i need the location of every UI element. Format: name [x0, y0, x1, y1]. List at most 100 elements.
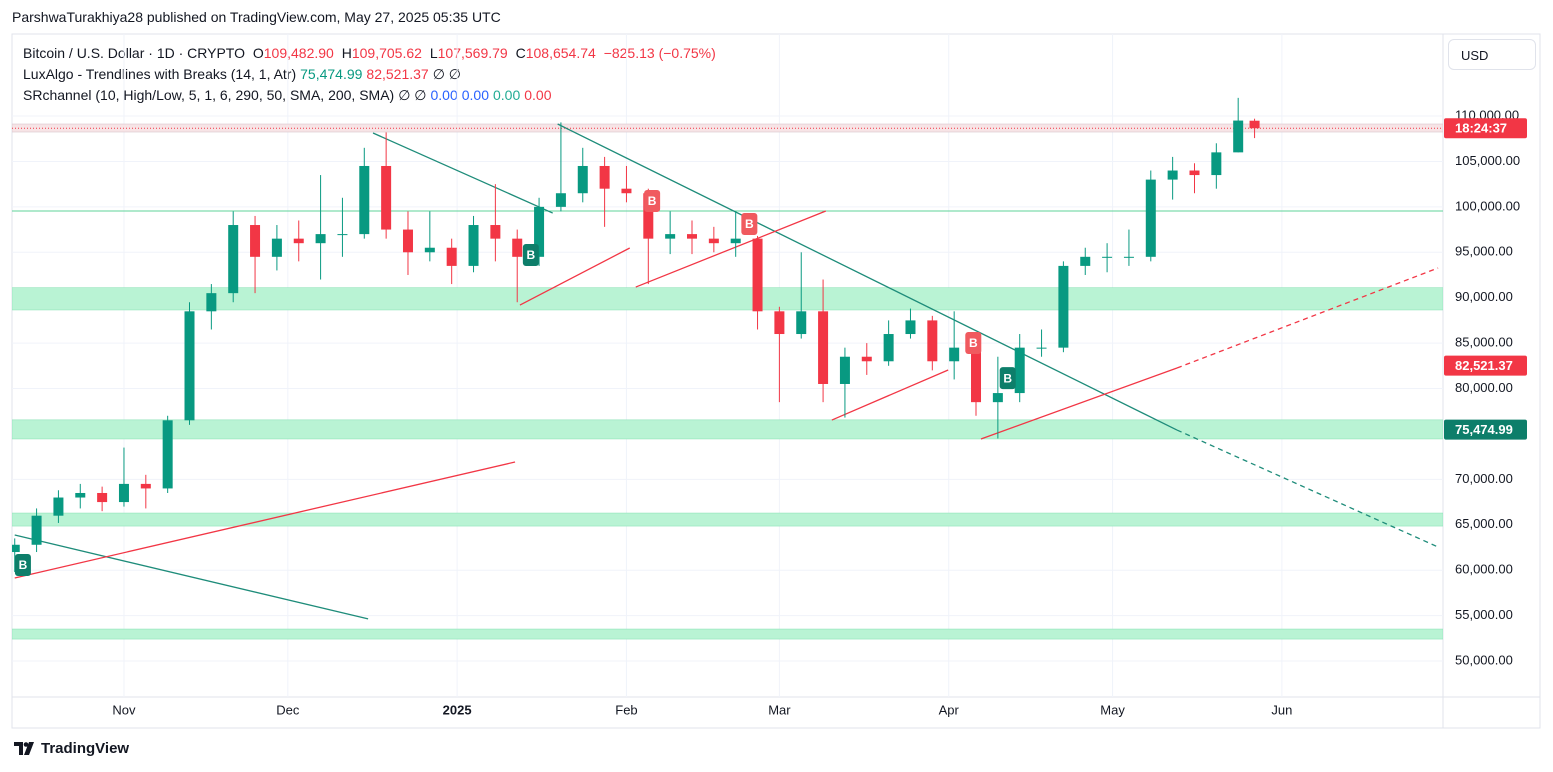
price-tag [1444, 355, 1527, 376]
candle-body [534, 206, 545, 257]
y-tick-label: 90,000.00 [1455, 289, 1513, 304]
candle-body [861, 356, 872, 362]
h: H [341, 45, 352, 61]
candle-body [490, 225, 501, 239]
indicator-value: 0.00 [430, 87, 458, 103]
candle-body [927, 320, 938, 362]
candle-body [708, 238, 719, 244]
signal-label: B [527, 248, 536, 262]
candle-body [1058, 265, 1069, 348]
candle-body [1145, 179, 1156, 257]
high: 109,705.62 [351, 45, 422, 61]
candle-body [53, 497, 64, 516]
candle-body [752, 238, 763, 312]
y-tick-label: 70,000.00 [1455, 471, 1513, 486]
signal-label: B [19, 558, 28, 572]
candle-body [228, 225, 239, 294]
trendline [831, 369, 949, 421]
plot-area: B B B B B B [12, 34, 1443, 697]
y-tick-label: 85,000.00 [1455, 335, 1513, 350]
sr-zone [12, 512, 1443, 527]
candle-body [577, 165, 588, 194]
trendline [519, 247, 631, 306]
candle-body [250, 225, 261, 257]
trendline [1176, 429, 1439, 548]
candle-body [206, 293, 217, 312]
candle-body [774, 311, 785, 335]
y-tick-label: 80,000.00 [1455, 380, 1513, 395]
logo [14, 742, 34, 755]
candle-body [315, 234, 326, 244]
signal-label: B [969, 336, 978, 350]
legend-row: SRchannel (10, High/Low, 5, 1, 6, 290, 5… [23, 87, 556, 104]
currency-button[interactable]: USD [1448, 39, 1536, 70]
brand: TradingView [41, 740, 130, 757]
candle-body [818, 311, 829, 384]
symbol: Bitcoin / U.S. Dollar · 1D · CRYPTO [23, 45, 245, 61]
candle-body [730, 238, 741, 244]
candle-body [971, 347, 982, 403]
price-tag-label: 18:24:37 [1455, 121, 1507, 136]
candle-body [992, 393, 1003, 403]
indicator-value: 75,474.99 [300, 66, 363, 82]
legend-row: LuxAlgo - Trendlines with Breaks (14, 1,… [23, 66, 465, 83]
indicator-value: 82,521.37 [366, 66, 429, 82]
price-tag-label: 82,521.37 [1455, 358, 1513, 373]
candle-body [1189, 170, 1200, 176]
o: O [252, 45, 264, 61]
sr-zone [12, 628, 1443, 640]
candle-body [1211, 152, 1222, 176]
candle-body [905, 320, 916, 335]
trendline [14, 534, 369, 620]
candle-body [402, 229, 413, 253]
indicator-value: 0.00 [461, 87, 489, 103]
y-tick-label: 50,000.00 [1455, 652, 1513, 667]
candle-body [883, 334, 894, 362]
candle-body [643, 193, 654, 239]
x-tick-label: Nov [112, 702, 136, 717]
candle-body [381, 165, 392, 230]
signal-label: B [1003, 371, 1012, 385]
candle-body [446, 247, 457, 266]
candle-body [512, 238, 523, 257]
x-tick-label: 2025 [443, 702, 472, 717]
indicator-value: 0.00 [493, 87, 521, 103]
x-tick-label: May [1100, 702, 1125, 717]
y-tick-label: 60,000.00 [1455, 562, 1513, 577]
indicator-value: 0.00 [524, 87, 552, 103]
candle-body [1014, 347, 1025, 394]
trendline [557, 123, 1178, 431]
candle-body [621, 188, 632, 194]
candle-body [555, 193, 566, 207]
signal-badge [741, 213, 758, 236]
x-tick-label: Apr [939, 702, 960, 717]
y-tick-label: 95,000.00 [1455, 244, 1513, 259]
candle-body [118, 483, 129, 503]
candle-body [665, 234, 676, 239]
y-tick-label: 55,000.00 [1455, 607, 1513, 622]
candle-body [1080, 256, 1091, 266]
candle-body [75, 492, 86, 498]
candle-body [337, 234, 348, 236]
ohlc: O109,482.90 H109,705.62 L107,569.79 C108… [253, 45, 720, 61]
signal-badge [644, 190, 661, 213]
price-tag [1444, 419, 1527, 440]
candle-body [359, 165, 370, 235]
indicator-value: ∅ ∅ [398, 87, 427, 103]
signal-label: B [745, 217, 754, 231]
trendline [372, 132, 553, 214]
candle-body [1167, 170, 1178, 180]
footer: TradingView [14, 740, 129, 757]
trendline [14, 461, 516, 579]
candle-body [839, 356, 850, 384]
signal-badge [522, 244, 539, 266]
change: −825.13 (−0.75%) [603, 45, 716, 61]
trendline [1176, 267, 1439, 369]
candle-body [162, 420, 173, 489]
candle-body [184, 311, 195, 421]
candle-body [12, 544, 20, 553]
indicator: LuxAlgo - Trendlines with Breaks (14, 1,… [23, 66, 297, 82]
candle-body [140, 483, 151, 489]
candle-body [796, 311, 807, 335]
